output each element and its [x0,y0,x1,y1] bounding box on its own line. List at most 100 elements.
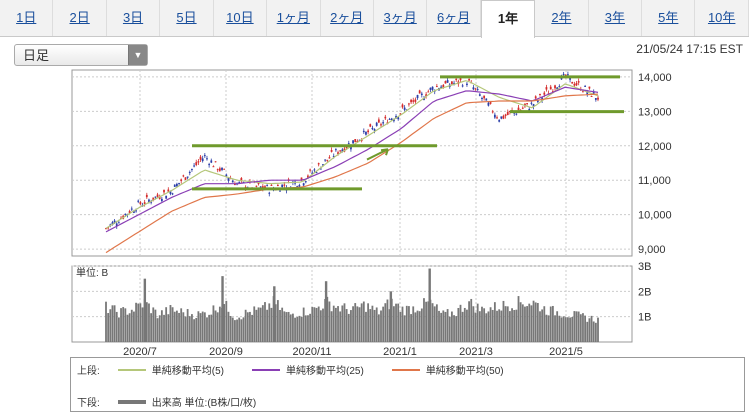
volume-bar [253,306,256,342]
x-tick-label: 2020/9 [209,346,243,358]
candle-body [431,86,434,90]
volume-bar [519,302,522,342]
candle-body [356,140,359,142]
series-line-1 [105,86,599,233]
candle-body [309,169,312,171]
volume-bar [352,306,354,342]
candle-body [143,202,146,204]
candle-body [487,102,490,106]
tab-13[interactable]: 10年 [695,0,749,36]
volume-bar [416,310,419,342]
candle-body [358,139,361,141]
volume-bar [386,299,389,342]
candle-body [311,172,314,175]
volume-bar [511,308,513,342]
volume-bar [251,314,253,342]
volume-spike-bar [428,268,431,342]
volume-tick-label: 2B [638,286,651,298]
candle-body [528,109,531,111]
tab-2[interactable]: 3日 [107,0,161,36]
volume-bar [259,307,262,342]
volume-bar [307,315,309,342]
tab-9[interactable]: 1年 [480,0,536,38]
volume-bar [556,311,559,342]
candle-body [221,167,223,170]
candle-body [133,211,135,213]
candle-body [571,81,574,84]
volume-bar [186,309,189,342]
candle-body [590,95,593,97]
volume-bar [304,315,307,342]
volume-bar [319,310,322,342]
volume-bar [234,320,236,342]
volume-bar [541,309,544,342]
candle-body [558,86,561,88]
volume-bar [517,296,520,342]
candle-body [154,196,157,198]
candle-body [403,107,406,110]
candle-body [382,122,385,124]
volume-bar [369,309,372,342]
candle-body [427,91,430,93]
volume-bar [337,306,339,342]
candle-body [597,97,599,100]
x-tick-label: 2020/7 [123,346,157,358]
tab-10[interactable]: 2年 [535,0,589,36]
candle-body [414,99,417,102]
tab-1[interactable]: 2日 [53,0,107,36]
candle-body [440,86,443,89]
volume-bar [133,311,135,342]
candle-body [135,210,137,212]
candle-body [390,118,393,121]
tab-3[interactable]: 5日 [160,0,214,36]
chevron-down-icon[interactable]: ▼ [128,45,147,65]
tab-11[interactable]: 3年 [589,0,643,36]
candle-body [167,189,170,192]
volume-bar [401,306,404,342]
candle-body [173,184,176,187]
candle-body [362,130,365,133]
candle-body [380,124,382,126]
volume-bar [261,305,264,342]
timestamp: 21/05/24 17:15 EST [636,42,743,56]
tab-7[interactable]: 3ヶ月 [374,0,428,36]
tab-12[interactable]: 5年 [642,0,696,36]
candle-body [425,94,428,97]
candle-body [158,197,161,199]
volume-bar [433,306,436,342]
price-tick-label: 14,000 [638,72,672,84]
price-panel [71,69,633,257]
candle-body [322,164,324,166]
tab-6[interactable]: 2ヶ月 [321,0,374,36]
volume-bar [399,311,402,342]
legend: 上段: 単純移動平均(5) 単純移動平均(25) 単純移動平均(50) 下段: … [70,357,745,412]
volume-bar [554,315,556,342]
candle-body [539,93,541,95]
volume-bar [453,315,455,342]
tab-8[interactable]: 6ヶ月 [427,0,481,36]
candle-body [395,116,397,119]
volume-bar [532,300,535,342]
candle-body [137,200,140,202]
candle-body [298,185,301,187]
tab-4[interactable]: 10日 [214,0,268,36]
volume-bar [266,309,269,342]
tab-0[interactable]: 1日 [0,0,54,36]
candle-body [328,157,331,159]
volume-bar [341,305,344,342]
tab-5[interactable]: 1ヶ月 [267,0,321,36]
candle-body [281,184,284,188]
volume-bar [412,306,415,342]
volume-bar [496,310,498,342]
candle-body [388,118,391,120]
volume-bar [571,317,574,342]
volume-bar [594,322,597,342]
volume-bar [111,305,114,342]
volume-bar [197,311,200,342]
volume-bar [184,316,187,342]
candle-body [466,83,468,85]
period-select[interactable]: 日足 ▼ [14,44,148,66]
volume-bar [440,312,443,342]
volume-bar [180,308,183,342]
